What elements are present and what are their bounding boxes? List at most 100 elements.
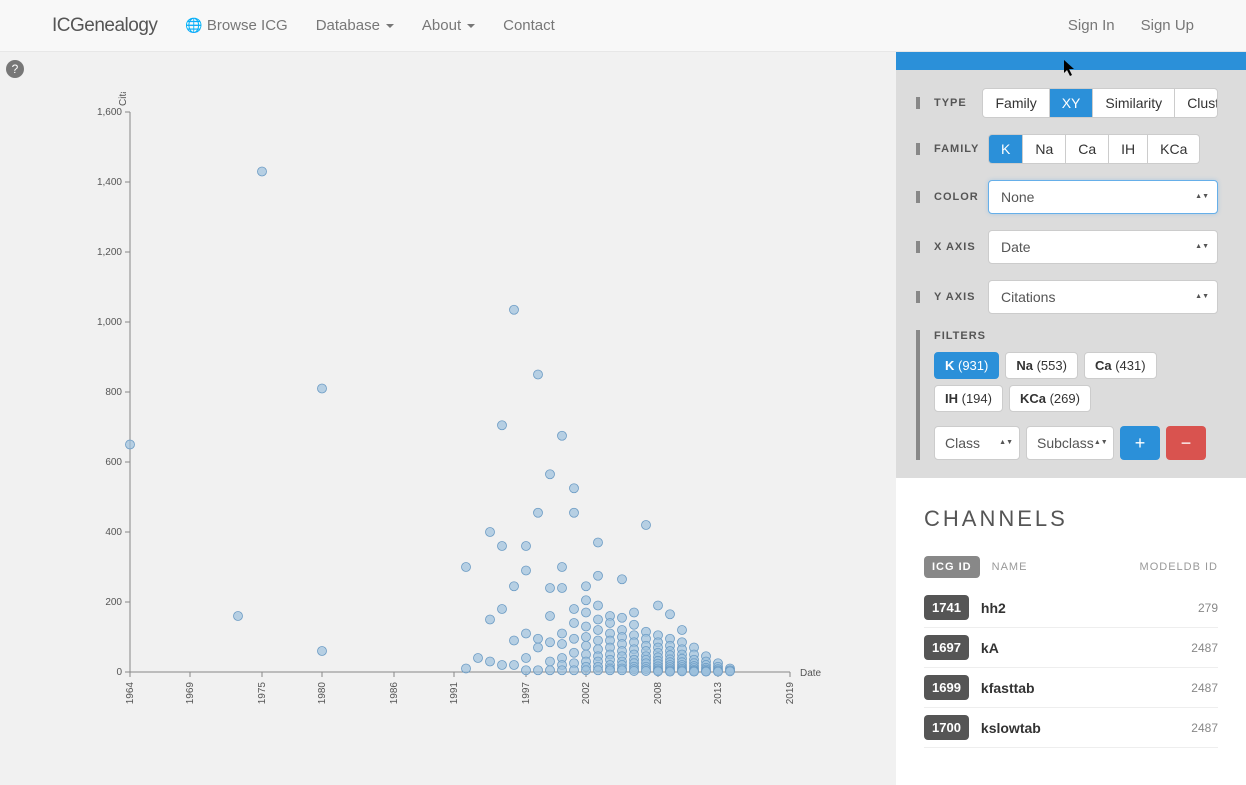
control-type: TYPE FamilyXYSimilarityCluster [916, 88, 1218, 118]
svg-text:200: 200 [105, 597, 122, 608]
channels-title: CHANNELS [924, 506, 1218, 532]
channel-rows: 1741hh22791697kA24871699kfasttab24871700… [924, 588, 1218, 748]
xaxis-select[interactable]: Date ▲▼ [988, 230, 1218, 264]
svg-text:2019: 2019 [785, 682, 796, 705]
svg-text:1975: 1975 [257, 682, 268, 705]
select-arrows-icon: ▲▼ [999, 440, 1013, 446]
svg-text:2013: 2013 [713, 682, 724, 705]
filters-block: FILTERS K (931)Na (553)Ca (431) IH (194)K… [916, 330, 1218, 460]
svg-text:1,600: 1,600 [97, 107, 122, 118]
control-color: COLOR None ▲▼ [916, 180, 1218, 214]
select-arrows-icon: ▲▼ [1195, 294, 1209, 300]
svg-text:400: 400 [105, 527, 122, 538]
nav-contact[interactable]: Contact [503, 17, 555, 34]
type-label: TYPE [916, 97, 982, 109]
color-label: COLOR [916, 191, 988, 203]
nav-signup[interactable]: Sign Up [1141, 17, 1194, 34]
navbar-left: ICGenealogy 🌐Browse ICG Database About C… [52, 15, 555, 37]
filter-tag-kca[interactable]: KCa (269) [1009, 385, 1091, 412]
filter-tag-ih[interactable]: IH (194) [934, 385, 1003, 412]
filter-tags: K (931)Na (553)Ca (431) IH (194)KCa (269) [934, 352, 1218, 412]
type-group-family[interactable]: Family [983, 89, 1049, 117]
yaxis-select[interactable]: Citations ▲▼ [988, 280, 1218, 314]
svg-text:Citations: Citations [118, 92, 129, 106]
svg-text:Date: Date [800, 668, 822, 679]
family-label: FAMILY [916, 143, 988, 155]
svg-text:2002: 2002 [581, 682, 592, 705]
channel-name: kA [981, 640, 1191, 656]
filter-controls: Class ▲▼ Subclass ▲▼ + − [934, 426, 1218, 460]
svg-text:2008: 2008 [653, 682, 664, 705]
minus-icon: − [1181, 433, 1192, 454]
filters-label: FILTERS [934, 330, 1218, 342]
add-filter-button[interactable]: + [1120, 426, 1160, 460]
controls-panel: TYPE FamilyXYSimilarityCluster FAMILY KN… [896, 70, 1246, 478]
svg-text:1,400: 1,400 [97, 177, 122, 188]
svg-text:1,000: 1,000 [97, 317, 122, 328]
svg-text:0: 0 [116, 667, 122, 678]
channel-row[interactable]: 1697 kA2487 [924, 628, 1218, 668]
chart-area: 0 200 400 600 800 1,000 1,200 1,400 1,600Citatio… [0, 52, 896, 785]
channel-row[interactable]: 1699 kfasttab2487 [924, 668, 1218, 708]
main: 02004006008001,0001,2001,4001,600Citatio… [0, 52, 1246, 785]
channel-row[interactable]: 1700kslowtab2487 [924, 708, 1218, 748]
channel-name: kfasttab [981, 680, 1191, 696]
brand[interactable]: ICGenealogy [52, 15, 157, 37]
family-group-ca[interactable]: Ca [1066, 135, 1109, 163]
nav-browse[interactable]: 🌐Browse ICG [185, 17, 287, 34]
family-button-group: KNaCaIHKCa [988, 134, 1200, 164]
icg-id-header: ICG ID [924, 556, 980, 578]
type-group-xy[interactable]: XY [1050, 89, 1094, 117]
filter-tag-ca[interactable]: Ca (431) [1084, 352, 1157, 379]
icg-id-badge: 1697 [924, 635, 969, 660]
channels-header: ICG ID NAME MODELDB ID [924, 556, 1218, 578]
svg-text:1991: 1991 [449, 682, 460, 705]
sidebar: TYPE FamilyXYSimilarityCluster FAMILY KN… [896, 52, 1246, 785]
svg-text:1969: 1969 [185, 682, 196, 705]
subclass-select[interactable]: Subclass ▲▼ [1026, 426, 1114, 460]
nav-signin[interactable]: Sign In [1068, 17, 1115, 34]
caret-down-icon [467, 24, 475, 28]
cursor-icon [1064, 60, 1078, 78]
svg-text:600: 600 [105, 457, 122, 468]
nav-database[interactable]: Database [316, 17, 394, 34]
sidebar-accent-bar [896, 52, 1246, 70]
filter-tag-k[interactable]: K (931) [934, 352, 999, 379]
color-select[interactable]: None ▲▼ [988, 180, 1218, 214]
svg-text:1980: 1980 [317, 682, 328, 705]
type-group-similarity[interactable]: Similarity [1093, 89, 1175, 117]
channels-panel: CHANNELS ICG ID NAME MODELDB ID 1741hh22… [896, 478, 1246, 748]
svg-text:1986: 1986 [389, 682, 400, 705]
svg-text:800: 800 [105, 387, 122, 398]
control-family: FAMILY KNaCaIHKCa [916, 134, 1218, 164]
control-yaxis: Y AXIS Citations ▲▼ [916, 280, 1218, 314]
svg-text:1,200: 1,200 [97, 247, 122, 258]
caret-down-icon [386, 24, 394, 28]
remove-filter-button[interactable]: − [1166, 426, 1206, 460]
icg-id-badge: 1699 [924, 675, 969, 700]
nav-about[interactable]: About [422, 17, 475, 34]
family-group-kca[interactable]: KCa [1148, 135, 1199, 163]
globe-icon: 🌐 [185, 17, 202, 34]
family-group-k[interactable]: K [989, 135, 1023, 163]
modeldb-id: 2487 [1191, 721, 1218, 735]
type-group-cluster[interactable]: Cluster [1175, 89, 1218, 117]
name-header: NAME [992, 561, 1140, 573]
svg-text:1997: 1997 [521, 682, 532, 705]
type-button-group: FamilyXYSimilarityCluster [982, 88, 1218, 118]
family-group-na[interactable]: Na [1023, 135, 1066, 163]
modeldb-id: 2487 [1191, 681, 1218, 695]
modeldb-header: MODELDB ID [1140, 561, 1218, 573]
select-arrows-icon: ▲▼ [1195, 194, 1209, 200]
class-select[interactable]: Class ▲▼ [934, 426, 1020, 460]
svg-text:1964: 1964 [125, 682, 136, 705]
modeldb-id: 2487 [1191, 641, 1218, 655]
control-xaxis: X AXIS Date ▲▼ [916, 230, 1218, 264]
icg-id-badge: 1741 [924, 595, 969, 620]
plus-icon: + [1135, 433, 1146, 454]
icg-id-badge: 1700 [924, 715, 969, 740]
family-group-ih[interactable]: IH [1109, 135, 1148, 163]
yaxis-label: Y AXIS [916, 291, 988, 303]
filter-tag-na[interactable]: Na (553) [1005, 352, 1078, 379]
channel-row[interactable]: 1741hh2279 [924, 588, 1218, 628]
